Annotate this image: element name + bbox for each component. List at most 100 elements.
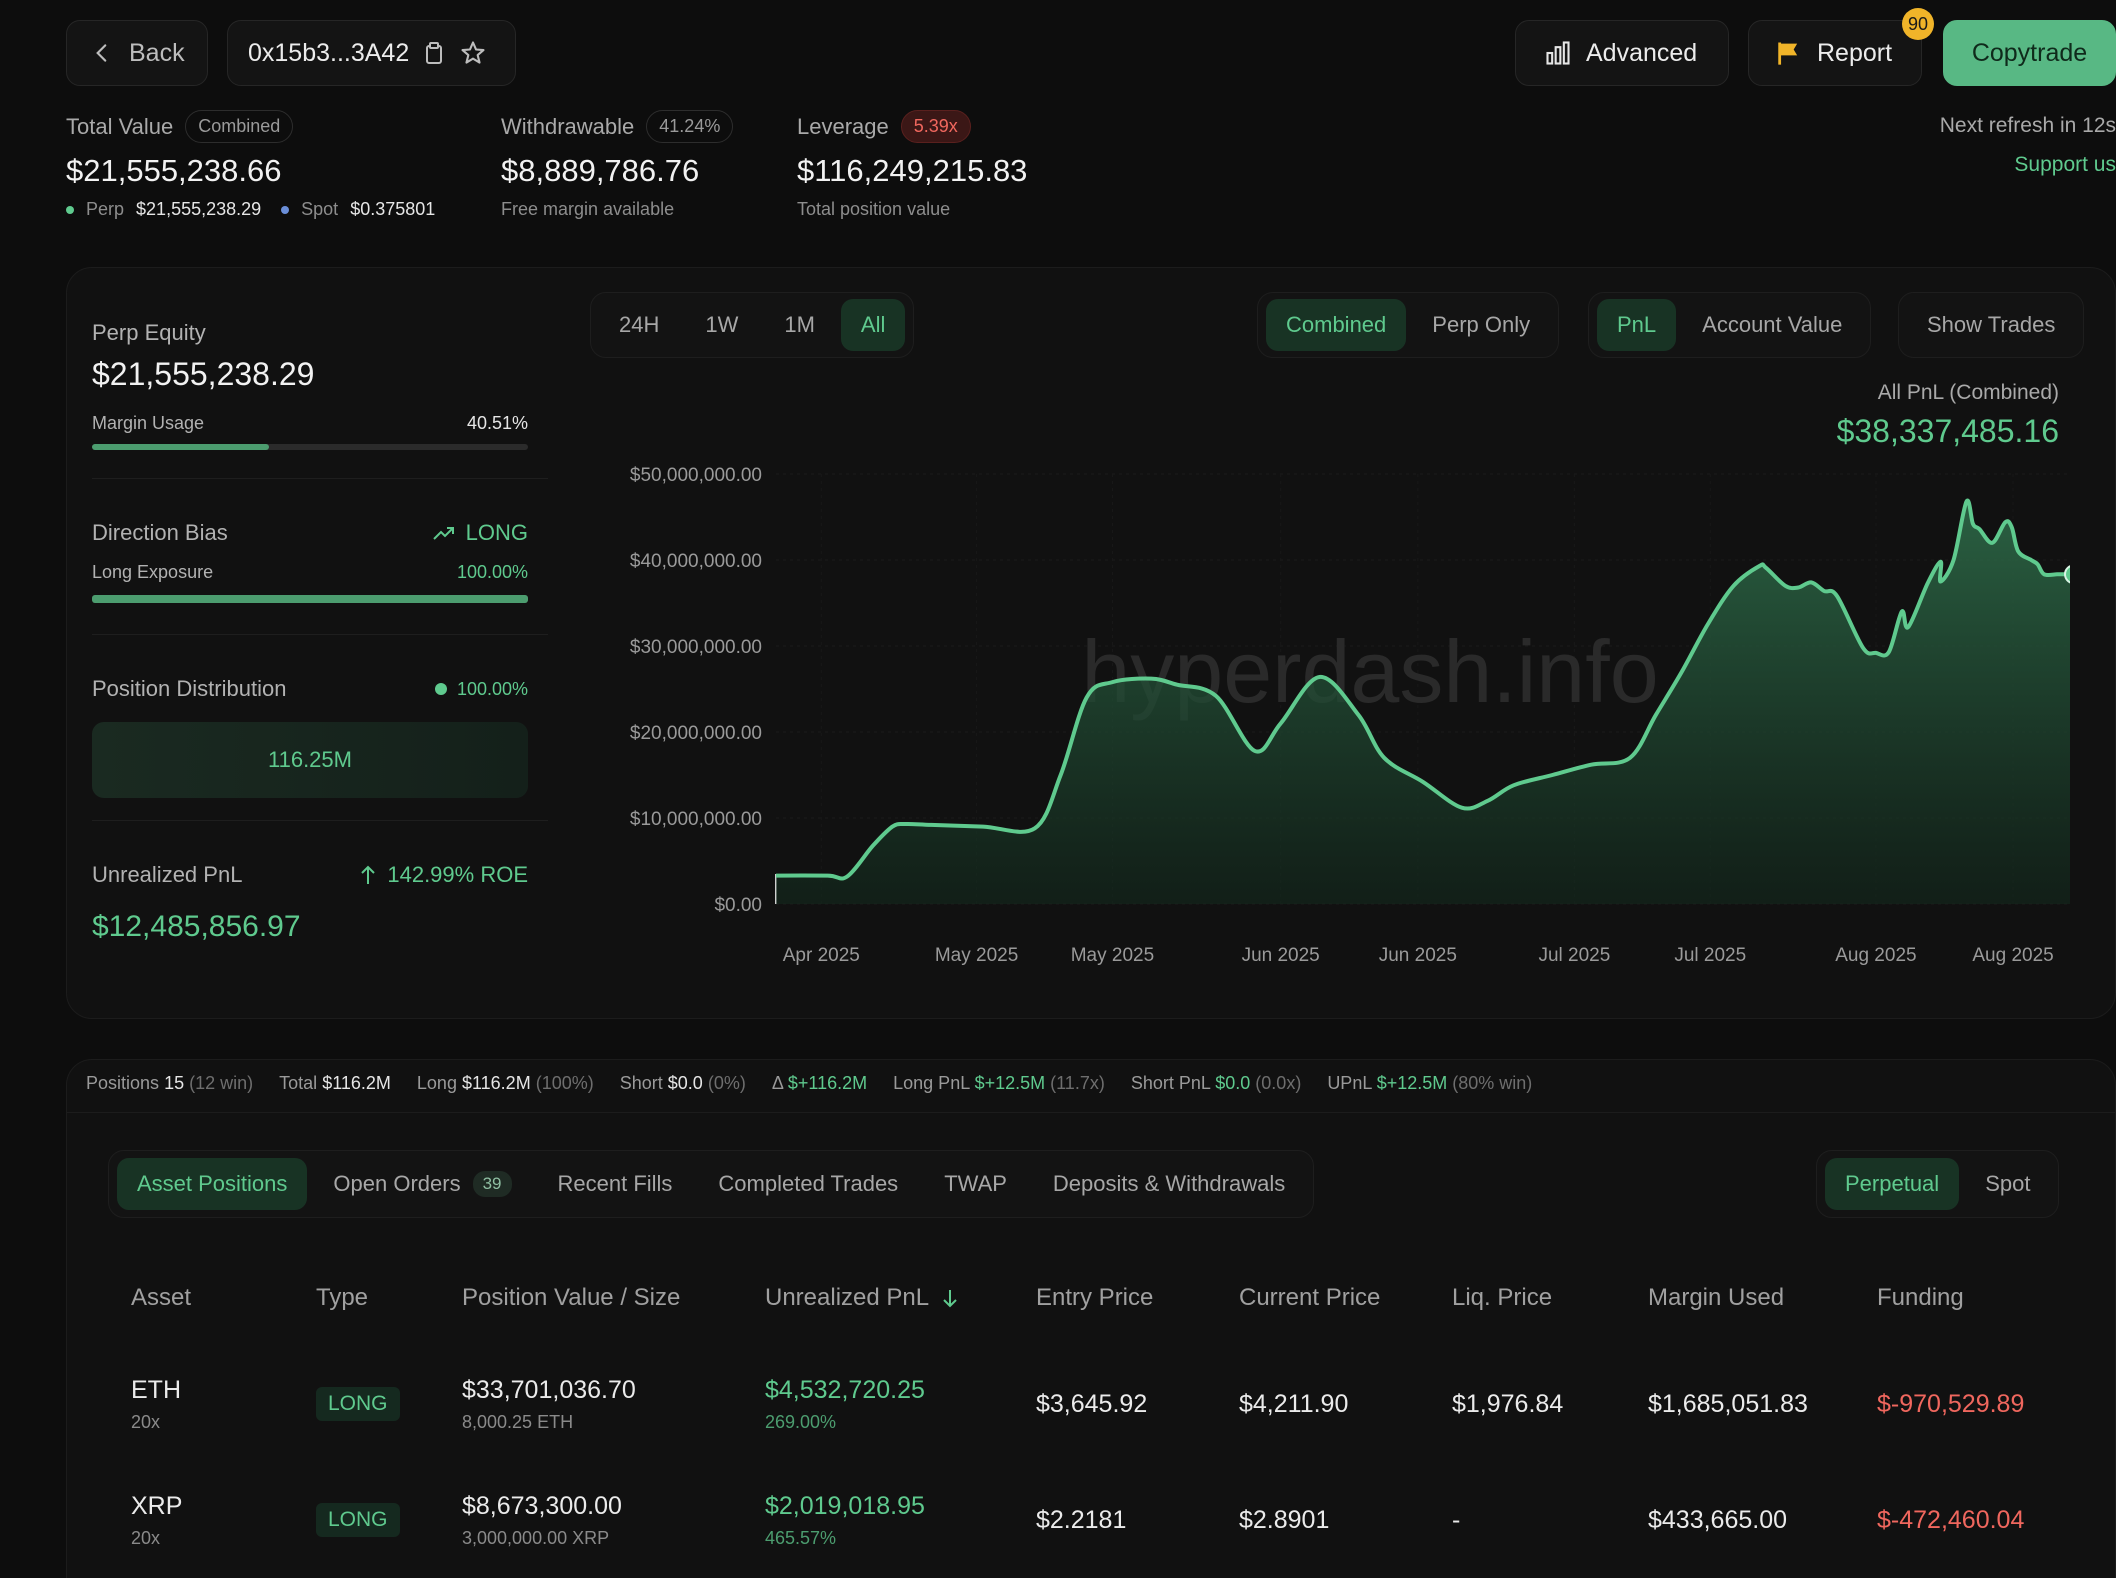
col-unrealized-pnl[interactable]: Unrealized PnL bbox=[765, 1284, 959, 1312]
range-1w[interactable]: 1W bbox=[705, 312, 739, 337]
row-entry-price: $3,645.92 bbox=[1036, 1390, 1148, 1418]
metric-selector: PnL Account Value bbox=[1588, 292, 1872, 358]
perp-value: $21,555,238.29 bbox=[136, 199, 262, 219]
x-tick-label: Aug 2025 bbox=[1972, 945, 2053, 966]
long-exposure-fill bbox=[92, 595, 528, 603]
pnl-endpoint bbox=[2064, 565, 2070, 584]
withdrawable-label: Withdrawable bbox=[501, 113, 635, 139]
pnl-line bbox=[775, 498, 2070, 881]
tab-deposits-withdrawals[interactable]: Deposits & Withdrawals bbox=[1052, 1171, 1286, 1196]
report-label: Report bbox=[1817, 38, 1893, 67]
chart-value: $38,337,485.16 bbox=[1836, 413, 2059, 449]
wallet-address: 0x15b3...3A42 bbox=[248, 38, 410, 67]
next-refresh: Next refresh in 12s bbox=[1939, 114, 2116, 137]
y-tick-label: $30,000,000.00 bbox=[630, 637, 762, 658]
row-entry-price: $2.2181 bbox=[1036, 1506, 1127, 1534]
long-exposure-value: 100.00% bbox=[456, 562, 528, 582]
bar-chart-icon bbox=[1546, 41, 1570, 65]
withdrawable-tag: 41.24% bbox=[646, 110, 734, 143]
advanced-label: Advanced bbox=[1586, 38, 1698, 67]
range-1m[interactable]: 1M bbox=[784, 312, 815, 337]
mode-combined[interactable]: Combined bbox=[1266, 299, 1407, 351]
stat-short: Short $0.0 (0%) bbox=[619, 1073, 746, 1093]
range-all[interactable]: All bbox=[840, 299, 906, 351]
tab-recent-fills[interactable]: Recent Fills bbox=[557, 1171, 673, 1196]
col-asset[interactable]: Asset bbox=[131, 1284, 192, 1311]
tab-spot[interactable]: Spot bbox=[1985, 1171, 2031, 1196]
col-current-price[interactable]: Current Price bbox=[1239, 1284, 1381, 1311]
long-exposure-label: Long Exposure bbox=[92, 562, 214, 582]
tab-perpetual[interactable]: Perpetual bbox=[1825, 1158, 1960, 1210]
distribution-bar[interactable]: 116.25M bbox=[92, 722, 528, 798]
position-distribution-label: Position Distribution bbox=[92, 676, 287, 701]
row-funding: $-970,529.89 bbox=[1877, 1390, 2025, 1418]
mode-perp-only[interactable]: Perp Only bbox=[1432, 312, 1531, 337]
advanced-button[interactable]: Advanced bbox=[1515, 20, 1729, 86]
col-unrealized-pnl-label: Unrealized PnL bbox=[765, 1284, 930, 1311]
divider bbox=[92, 478, 548, 479]
stat-long-pnl: Long PnL $+12.5M (11.7x) bbox=[893, 1073, 1105, 1093]
spot-value: $0.375801 bbox=[350, 199, 436, 219]
leverage-block: Leverage 5.39x $116,249,215.83 Total pos… bbox=[797, 110, 1027, 220]
sort-desc-icon bbox=[943, 1290, 957, 1308]
positions-panel bbox=[66, 1059, 2116, 1578]
tab-open-orders[interactable]: Open Orders 39 bbox=[313, 1158, 531, 1210]
divider bbox=[92, 820, 548, 821]
x-tick-label: Jun 2025 bbox=[1379, 945, 1457, 966]
row-funding: $-472,460.04 bbox=[1877, 1506, 2025, 1534]
x-tick-label: May 2025 bbox=[1071, 945, 1154, 966]
total-value: $21,555,238.66 bbox=[66, 153, 282, 188]
withdrawable-block: Withdrawable 41.24% $8,889,786.76 Free m… bbox=[501, 110, 734, 220]
chart-value-label: All PnL (Combined) bbox=[1877, 381, 2059, 404]
position-distribution-card: Position Distribution 100.00% 116.25M bbox=[92, 676, 528, 798]
withdrawable-value: $8,889,786.76 bbox=[501, 153, 700, 188]
col-entry-price[interactable]: Entry Price bbox=[1036, 1284, 1154, 1311]
row-liq-price: - bbox=[1452, 1506, 1461, 1534]
mode-selector: Combined Perp Only bbox=[1257, 292, 1560, 358]
row-margin-used: $433,665.00 bbox=[1648, 1506, 1788, 1534]
y-tick-label: $40,000,000.00 bbox=[630, 551, 762, 572]
row-asset: XRP bbox=[131, 1492, 183, 1520]
x-tick-label: May 2025 bbox=[935, 945, 1018, 966]
pnl-area bbox=[776, 500, 2070, 904]
distribution-value: 116.25M bbox=[268, 747, 352, 772]
copytrade-label: Copytrade bbox=[1971, 38, 2088, 67]
col-liq-price[interactable]: Liq. Price bbox=[1452, 1284, 1553, 1311]
col-type[interactable]: Type bbox=[316, 1284, 369, 1311]
row-margin-used: $1,685,051.83 bbox=[1648, 1390, 1808, 1418]
stat-total: Total $116.2M bbox=[279, 1073, 391, 1093]
direction-bias-label: Direction Bias bbox=[92, 520, 228, 545]
metric-account-value[interactable]: Account Value bbox=[1702, 312, 1843, 337]
report-button[interactable]: Report bbox=[1748, 20, 1922, 86]
star-icon[interactable] bbox=[459, 39, 487, 67]
support-link[interactable]: Support us bbox=[2014, 153, 2116, 176]
row-position-size: 3,000,000.00 XRP bbox=[462, 1528, 610, 1548]
range-24h[interactable]: 24H bbox=[619, 312, 660, 337]
divider bbox=[92, 634, 548, 635]
positions-tabs: Asset Positions Open Orders 39 Recent Fi… bbox=[108, 1150, 1315, 1218]
stat-positions: Positions 15 (12 win) bbox=[86, 1073, 254, 1093]
tab-asset-positions[interactable]: Asset Positions bbox=[117, 1158, 308, 1210]
margin-usage-bar bbox=[92, 444, 528, 450]
show-trades-toggle[interactable]: Show Trades bbox=[1898, 292, 2085, 358]
tab-twap[interactable]: TWAP bbox=[944, 1171, 1007, 1196]
row-unrealized-pnl-pct: 269.00% bbox=[765, 1412, 837, 1432]
col-margin-used[interactable]: Margin Used bbox=[1648, 1284, 1785, 1311]
x-tick-label: Jul 2025 bbox=[1538, 945, 1610, 966]
x-tick-label: Jun 2025 bbox=[1242, 945, 1320, 966]
col-position-value[interactable]: Position Value / Size bbox=[462, 1284, 681, 1311]
x-tick-label: Apr 2025 bbox=[783, 945, 860, 966]
unrealized-pnl-roe: 142.99% ROE bbox=[387, 862, 528, 887]
leverage-tag: 5.39x bbox=[900, 110, 971, 143]
position-type-badge: LONG bbox=[316, 1503, 400, 1537]
copy-icon[interactable] bbox=[423, 41, 445, 65]
copytrade-button[interactable]: Copytrade bbox=[1943, 20, 2116, 86]
tab-completed-trades[interactable]: Completed Trades bbox=[718, 1171, 899, 1196]
metric-pnl[interactable]: PnL bbox=[1597, 299, 1677, 351]
unrealized-pnl-label: Unrealized PnL bbox=[92, 862, 243, 887]
address-box: 0x15b3...3A42 bbox=[227, 20, 516, 86]
y-tick-label: $50,000,000.00 bbox=[630, 465, 762, 486]
direction-bias-indicator: LONG bbox=[432, 520, 528, 546]
back-button[interactable]: Back bbox=[66, 20, 208, 86]
col-funding[interactable]: Funding bbox=[1877, 1284, 1964, 1311]
